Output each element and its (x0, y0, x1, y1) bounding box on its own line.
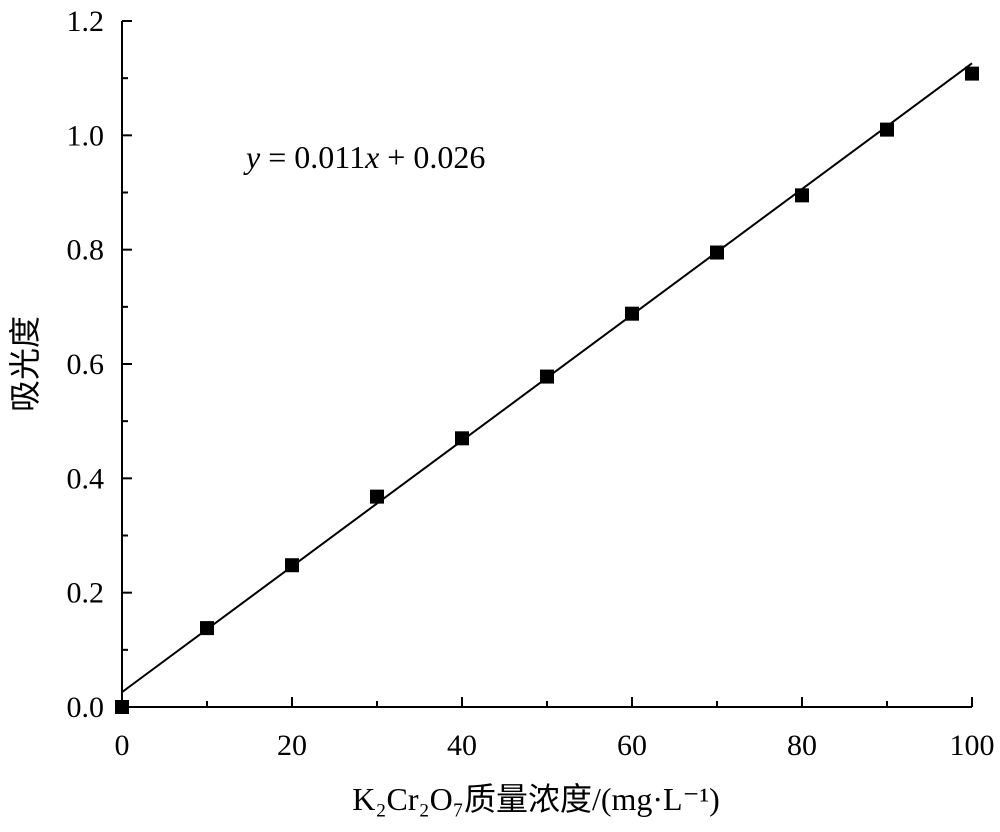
y-tick-label: 1.0 (67, 119, 105, 152)
axes (121, 21, 972, 708)
data-point (710, 245, 724, 260)
data-point (795, 188, 809, 203)
y-tick-label: 0.4 (67, 462, 105, 495)
x-tick-label: 40 (447, 729, 477, 762)
y-tick-label: 0.0 (67, 691, 105, 724)
data-point (540, 369, 554, 384)
x-tick-label: 0 (115, 729, 130, 762)
y-tick-label: 1.2 (67, 5, 105, 38)
x-ticks: 0 20 40 60 80 100 (115, 697, 995, 762)
x-tick-label: 60 (617, 729, 647, 762)
data-point (880, 122, 894, 137)
equation-annotation: y = 0.011x + 0.026 (243, 139, 485, 175)
data-point (285, 558, 299, 573)
data-point (625, 306, 639, 321)
y-tick-label: 0.2 (67, 577, 105, 610)
x-axis-title: K₂Cr₂O₇质量浓度/(mg·L⁻¹) (352, 781, 719, 817)
data-point (200, 621, 214, 636)
y-tick-label: 0.6 (67, 348, 105, 381)
y-axis-title: 吸光度 (7, 316, 43, 412)
x-tick-label: 20 (277, 729, 307, 762)
y-ticks: 0.0 0.2 0.4 0.6 0.8 1.0 1.2 (67, 5, 132, 724)
data-point (965, 66, 979, 81)
data-point (455, 431, 469, 446)
y-tick-label: 0.8 (67, 234, 105, 267)
data-points (115, 66, 979, 714)
x-tick-label: 100 (950, 729, 995, 762)
data-point (115, 700, 129, 714)
data-point (370, 489, 384, 504)
x-tick-label: 80 (787, 729, 817, 762)
